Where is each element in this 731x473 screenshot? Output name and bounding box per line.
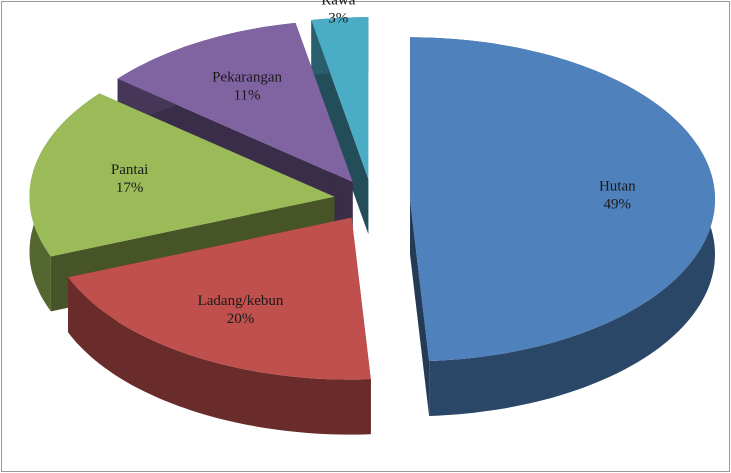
slice-top	[410, 37, 715, 362]
slice-top	[311, 17, 369, 180]
slice-value-label: 49%	[604, 196, 632, 212]
slice-label: Hutan	[599, 178, 636, 194]
slice-label: Pantai	[111, 162, 149, 178]
slice-top	[29, 93, 335, 257]
slice-wall	[68, 277, 371, 435]
slice-side	[410, 199, 430, 416]
slice	[68, 217, 371, 435]
slice-top	[117, 22, 353, 183]
slice-value-label: 20%	[227, 311, 255, 327]
slice-value-label: 17%	[116, 180, 144, 196]
slice-top	[68, 217, 371, 380]
slice-label: Pekarangan	[212, 70, 282, 86]
slice-value-label: 11%	[234, 88, 261, 104]
slice	[311, 17, 369, 235]
slice-label: Rawa	[321, 0, 355, 8]
slice-label: Ladang/kebun	[198, 293, 284, 309]
slice-value-label: 3%	[328, 10, 348, 26]
slice	[410, 37, 715, 417]
